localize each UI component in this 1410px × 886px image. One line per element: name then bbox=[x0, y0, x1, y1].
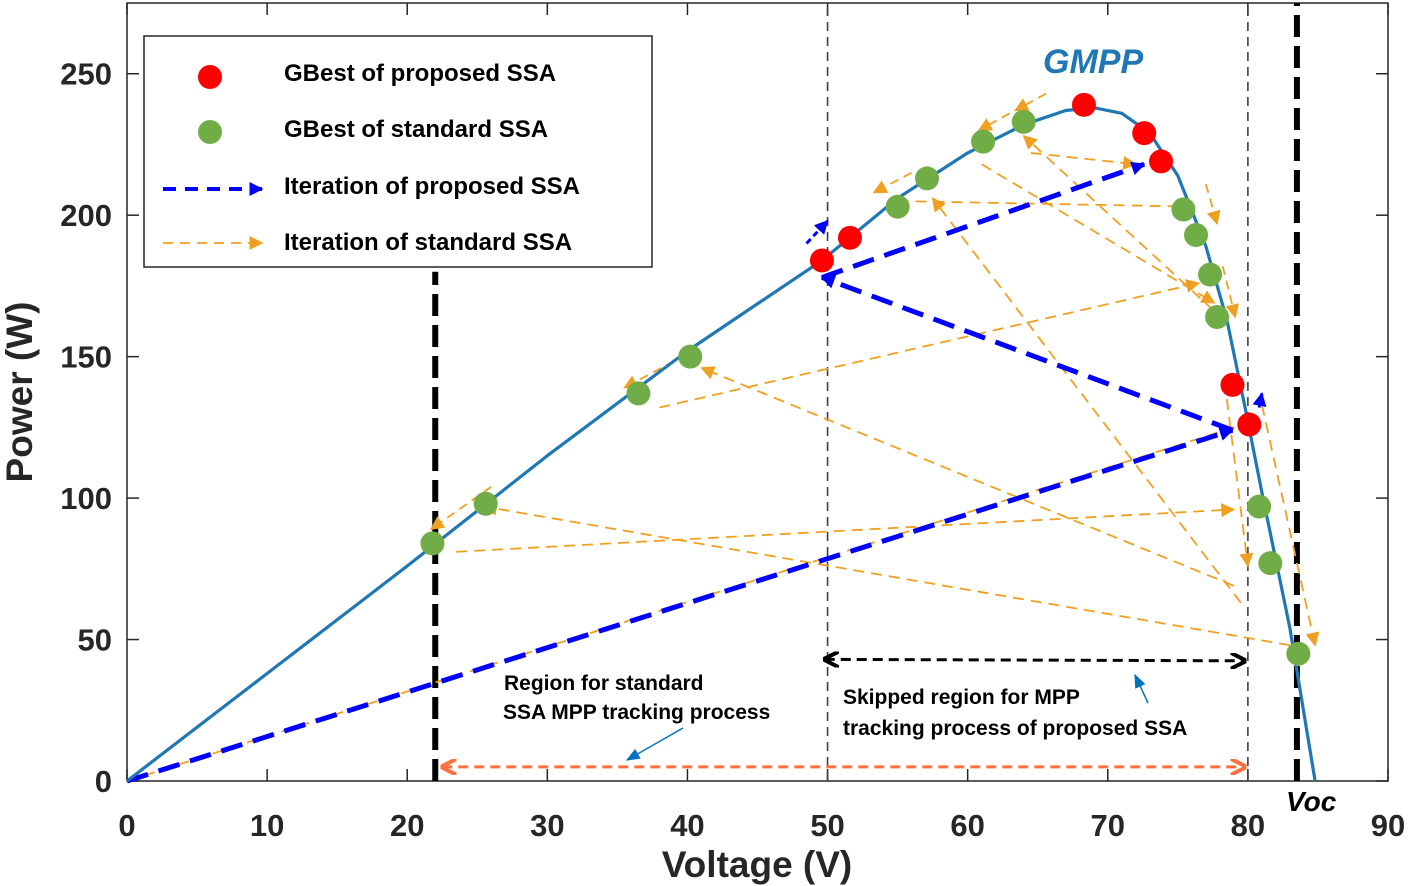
legend-marker-standard-gbest bbox=[198, 120, 222, 144]
standard-iteration-arrow bbox=[429, 486, 492, 531]
proposed-gbest-points bbox=[809, 92, 1262, 437]
legend-label-standard-gbest: GBest of standard SSA bbox=[284, 116, 548, 143]
standard-region-label-line1: Region for standard bbox=[504, 672, 704, 695]
proposed-iteration-segment bbox=[126, 427, 1234, 784]
standard-gbest-point bbox=[1198, 262, 1223, 287]
x-tick-label: 20 bbox=[390, 808, 424, 843]
standard-gbest-point bbox=[626, 381, 651, 406]
standard-region-label-line2: SSA MPP tracking process bbox=[503, 701, 770, 724]
legend-marker-proposed-gbest bbox=[198, 65, 222, 89]
standard-iteration-segment bbox=[456, 503, 1236, 553]
standard-gbest-point bbox=[473, 491, 498, 516]
x-tick-label: 30 bbox=[530, 808, 564, 843]
proposed-gbest-point bbox=[1132, 121, 1157, 146]
x-tick-label: 50 bbox=[810, 808, 844, 843]
y-tick-label: 150 bbox=[60, 340, 112, 375]
standard-iteration-segment bbox=[931, 197, 1242, 604]
proposed-gbest-point bbox=[1237, 412, 1262, 437]
standard-gbest-point bbox=[1247, 494, 1272, 519]
pv-curve-layer bbox=[126, 106, 1317, 783]
y-tick-label: 200 bbox=[60, 198, 112, 233]
proposed-gbest-point bbox=[1149, 149, 1174, 174]
skipped-region-pointer bbox=[1134, 673, 1149, 704]
standard-iteration-segment bbox=[981, 163, 1216, 304]
standard-gbest-point bbox=[1171, 197, 1196, 222]
standard-iteration-arrow bbox=[872, 171, 913, 194]
legend-box bbox=[143, 35, 653, 268]
proposed-iteration-segment bbox=[821, 161, 1146, 280]
standard-gbest-point bbox=[1258, 551, 1283, 576]
standard-iteration-arrow bbox=[977, 112, 1011, 132]
legend-label-standard-iteration: Iteration of standard SSA bbox=[284, 229, 572, 256]
standard-gbest-point bbox=[1184, 222, 1209, 247]
x-tick-label: 40 bbox=[670, 808, 704, 843]
proposed-iteration-path bbox=[126, 161, 1267, 784]
standard-iteration-segment bbox=[482, 501, 1291, 647]
standard-gbest-point bbox=[915, 166, 940, 191]
standard-iteration-arrow bbox=[1014, 92, 1047, 112]
legend-label-proposed-gbest: GBest of proposed SSA bbox=[284, 60, 556, 87]
standard-iteration-segment bbox=[659, 279, 1201, 409]
region-arrows bbox=[442, 659, 1245, 767]
standard-gbest-point bbox=[885, 194, 910, 219]
x-tick-label: 0 bbox=[118, 808, 135, 843]
skipped-region-arrow bbox=[825, 659, 1245, 661]
standard-gbest-point bbox=[971, 129, 996, 154]
standard-gbest-point bbox=[1286, 641, 1311, 666]
standard-gbest-point bbox=[678, 344, 703, 369]
proposed-gbest-point bbox=[809, 248, 834, 273]
standard-iteration-arrow bbox=[623, 353, 688, 389]
y-tick-label: 0 bbox=[95, 764, 112, 799]
proposed-iteration-arrow bbox=[1252, 392, 1267, 408]
x-tick-label: 80 bbox=[1231, 808, 1265, 843]
legend-label-proposed-iteration: Iteration of proposed SSA bbox=[284, 173, 580, 200]
standard-gbest-point bbox=[1205, 305, 1230, 330]
x-tick-labels: 0 10 20 30 40 50 60 70 80 90 bbox=[118, 808, 1405, 843]
standard-iteration-arrow bbox=[1221, 265, 1240, 319]
standard-iteration-segment bbox=[1022, 135, 1228, 324]
proposed-gbest-point bbox=[1220, 372, 1245, 397]
x-tick-label: 10 bbox=[250, 808, 284, 843]
y-tick-label: 250 bbox=[60, 57, 112, 92]
standard-gbest-points bbox=[420, 109, 1311, 666]
standard-gbest-point bbox=[1011, 109, 1036, 134]
skipped-region-label-line2: tracking process of proposed SSA bbox=[843, 717, 1187, 740]
y-tick-labels: 0 50 100 150 200 250 bbox=[60, 57, 112, 799]
gmpp-label: GMPP bbox=[1043, 43, 1143, 81]
standard-gbest-point bbox=[420, 531, 445, 556]
x-tick-label: 90 bbox=[1371, 808, 1405, 843]
pv-curve bbox=[126, 106, 1317, 783]
proposed-iteration-segment bbox=[820, 275, 1234, 433]
legend: GBest of proposed SSA GBest of standard … bbox=[143, 35, 653, 268]
standard-region-pointer bbox=[625, 727, 684, 761]
x-tick-label: 60 bbox=[950, 808, 984, 843]
standard-iteration-segment bbox=[897, 199, 1197, 214]
x-tick-label: 70 bbox=[1091, 808, 1125, 843]
proposed-iteration-arrow bbox=[805, 219, 829, 245]
x-axis-label: Voltage (V) bbox=[662, 844, 853, 885]
y-tick-label: 50 bbox=[78, 623, 112, 658]
standard-iteration-segment bbox=[700, 366, 1235, 587]
y-tick-label: 100 bbox=[60, 481, 112, 516]
standard-iteration-arrow bbox=[1204, 183, 1221, 226]
y-axis-label: Power (W) bbox=[0, 302, 40, 483]
voc-label: Voc bbox=[1286, 786, 1337, 817]
proposed-gbest-point bbox=[837, 225, 862, 250]
skipped-region-label-line1: Skipped region for MPP bbox=[843, 686, 1080, 709]
proposed-gbest-point bbox=[1071, 92, 1096, 117]
standard-iteration-segment bbox=[1261, 404, 1320, 647]
